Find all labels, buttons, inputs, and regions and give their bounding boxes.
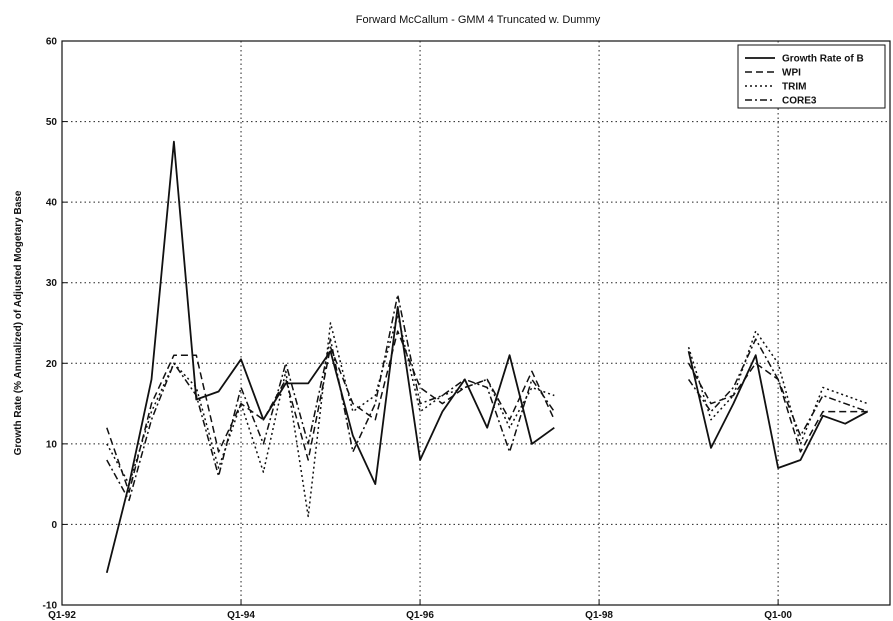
- x-tick-label: Q1-94: [227, 610, 255, 621]
- chart-title: Forward McCallum - GMM 4 Truncated w. Du…: [356, 14, 601, 26]
- y-axis-ticks: -10 0 10 20 30 40 50 60: [43, 37, 67, 612]
- plot-frame: [61, 40, 891, 606]
- y-tick-label: 60: [46, 37, 58, 48]
- series-line-4: [106, 294, 868, 502]
- series-line-3: [106, 314, 868, 518]
- y-tick-label: 30: [46, 278, 58, 289]
- y-axis-label: Growth Rate (% Annualized) of Adjusted M…: [13, 190, 24, 455]
- legend: Growth Rate of B WPI TRIM CORE3: [737, 44, 886, 109]
- x-tick-label: Q1-92: [48, 610, 76, 621]
- legend-label: WPI: [782, 68, 801, 79]
- legend-label: TRIM: [782, 82, 806, 93]
- legend-box: [737, 44, 886, 109]
- x-tick-label: Q1-98: [585, 610, 613, 621]
- grid-lines: [62, 41, 890, 605]
- y-tick-label: 10: [46, 439, 58, 450]
- y-tick-label: -10: [43, 601, 58, 612]
- legend-label: CORE3: [782, 96, 817, 107]
- x-axis-ticks: Q1-92 Q1-94 Q1-96 Q1-98 Q1-00: [48, 600, 792, 621]
- y-tick-label: 40: [46, 198, 58, 209]
- y-tick-label: 20: [46, 359, 58, 370]
- y-tick-label: 0: [51, 520, 57, 531]
- y-tick-label: 50: [46, 117, 58, 128]
- series-line-1: [105, 140, 869, 574]
- x-tick-label: Q1-96: [406, 610, 434, 621]
- series-lines: [105, 140, 869, 574]
- legend-label: Growth Rate of B: [782, 54, 864, 65]
- x-tick-label: Q1-00: [764, 610, 792, 621]
